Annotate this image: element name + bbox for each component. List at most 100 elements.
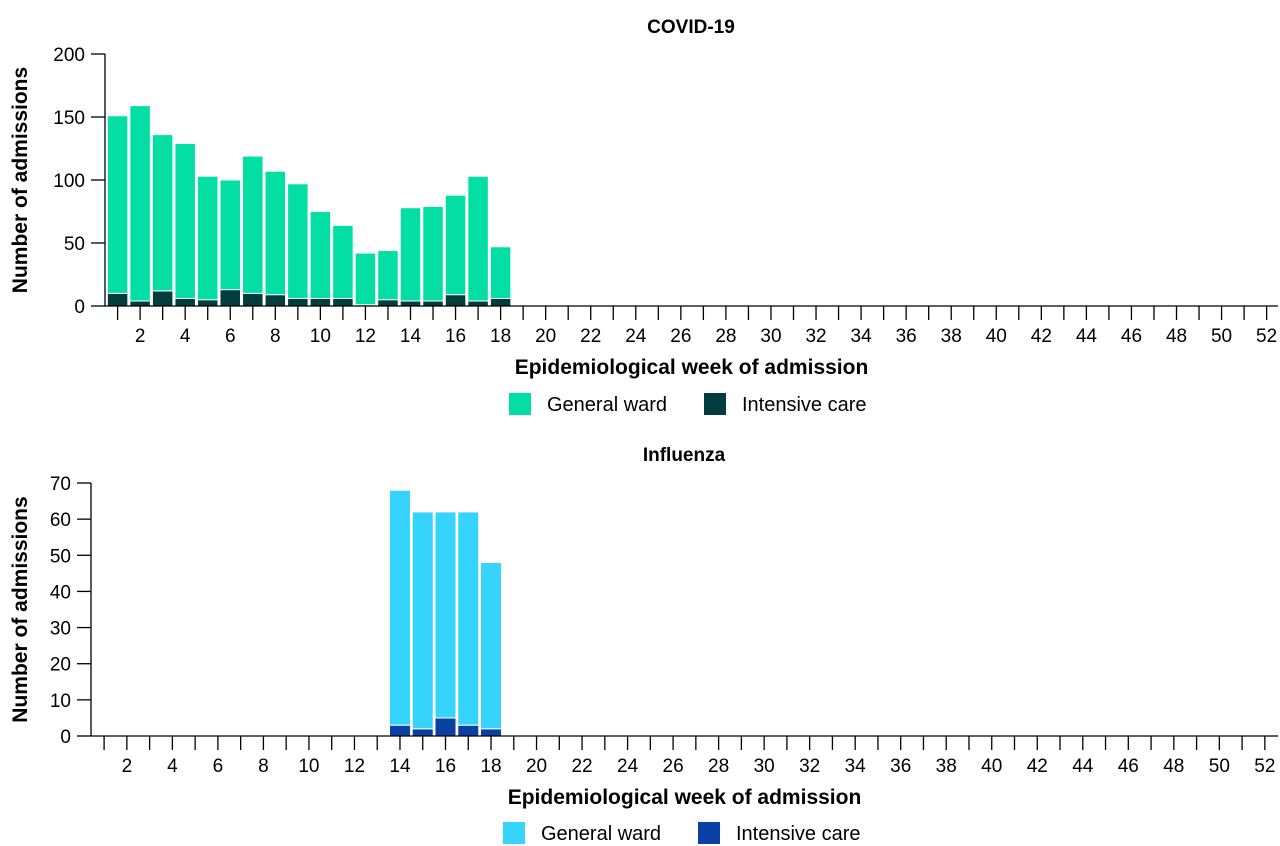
- legend-swatch-intensive-care: [704, 393, 726, 415]
- bar-general-ward-week-1: [106, 115, 129, 294]
- x-tick-label: 20: [535, 326, 556, 347]
- y-tick-label: 50: [64, 234, 85, 255]
- legend-swatch-general-ward: [503, 822, 525, 844]
- x-tick-label: 16: [435, 756, 456, 777]
- x-tick-label: 38: [941, 326, 962, 347]
- x-tick-label: 6: [225, 326, 236, 347]
- bars: [388, 489, 503, 737]
- x-tick-label: 30: [754, 756, 775, 777]
- x-tick-label: 22: [571, 756, 592, 777]
- legend-label-general-ward: General ward: [547, 394, 667, 416]
- x-axis-title: Epidemiological week of admission: [515, 356, 869, 379]
- bar-general-ward-week-12: [354, 252, 377, 306]
- x-tick-label: 26: [663, 756, 684, 777]
- x-tick-label: 20: [526, 756, 547, 777]
- bar-intensive-care-week-4: [174, 297, 196, 307]
- bar-general-ward-week-14: [399, 207, 422, 302]
- y-tick-label: 60: [50, 510, 71, 531]
- x-tick-label: 28: [715, 326, 736, 347]
- bar-intensive-care-week-2: [129, 300, 151, 307]
- bar-intensive-care-week-14: [388, 724, 411, 737]
- bar-intensive-care-week-8: [264, 294, 287, 307]
- bar-intensive-care-week-18: [489, 297, 512, 307]
- y-tick-label: 150: [53, 108, 85, 129]
- bar-intensive-care-week-18: [480, 728, 503, 737]
- x-tick-label: 12: [355, 326, 376, 347]
- bar-intensive-care-week-14: [399, 300, 422, 307]
- x-tick-label: 36: [890, 756, 911, 777]
- y-tick-label: 30: [50, 619, 71, 640]
- x-tick-label: 32: [799, 756, 820, 777]
- x-tick-label: 24: [617, 756, 639, 777]
- x-tick-label: 50: [1211, 326, 1232, 347]
- bar-intensive-care-week-9: [287, 297, 309, 307]
- x-tick-label: 22: [580, 326, 601, 347]
- x-tick-label: 10: [310, 326, 331, 347]
- y-axis-title: Number of admissions: [9, 496, 32, 722]
- bar-general-ward-week-17: [467, 175, 489, 302]
- x-tick-label: 48: [1163, 756, 1184, 777]
- bar-general-ward-week-16: [434, 511, 457, 719]
- bar-general-ward-week-14: [388, 489, 411, 726]
- x-tick-label: 36: [896, 326, 917, 347]
- bar-general-ward-week-13: [377, 250, 399, 301]
- x-tick-label: 6: [213, 756, 224, 777]
- bar-general-ward-week-18: [489, 246, 512, 299]
- bar-general-ward-week-4: [174, 142, 196, 299]
- x-tick-label: 26: [670, 326, 691, 347]
- y-tick-label: 40: [50, 582, 71, 603]
- bar-general-ward-week-11: [332, 224, 354, 299]
- bar-general-ward-week-15: [422, 205, 444, 302]
- x-tick-label: 2: [135, 326, 146, 347]
- x-tick-label: 34: [845, 756, 867, 777]
- x-tick-label: 8: [258, 756, 269, 777]
- x-tick-label: 34: [851, 326, 873, 347]
- bar-general-ward-week-7: [242, 155, 264, 294]
- legend-label-general-ward: General ward: [541, 823, 661, 845]
- x-tick-label: 12: [344, 756, 365, 777]
- y-tick-label: 100: [53, 171, 85, 192]
- legend-swatch-general-ward: [509, 393, 531, 415]
- y-tick-label: 0: [60, 727, 71, 748]
- x-tick-label: 16: [445, 326, 466, 347]
- bar-intensive-care-week-1: [106, 292, 129, 307]
- x-tick-label: 40: [981, 756, 1002, 777]
- y-tick-label: 50: [50, 546, 71, 567]
- y-tick-label: 70: [50, 474, 71, 495]
- bar-intensive-care-week-13: [377, 299, 399, 307]
- chart-title: Influenza: [643, 445, 726, 466]
- x-tick-label: 32: [805, 326, 826, 347]
- bar-general-ward-week-16: [444, 194, 467, 296]
- legend: General ward Intensive care: [509, 393, 867, 416]
- bar-general-ward-week-2: [129, 105, 151, 302]
- x-tick-label: 44: [1076, 326, 1098, 347]
- y-tick-label: 0: [74, 297, 85, 318]
- bar-intensive-care-week-17: [457, 724, 480, 737]
- chart-title: COVID-19: [647, 17, 735, 38]
- x-tick-label: 8: [270, 326, 281, 347]
- bar-intensive-care-week-15: [422, 300, 444, 307]
- y-tick-label: 20: [50, 655, 71, 676]
- y-tick-label: 200: [53, 45, 85, 66]
- bar-general-ward-week-8: [264, 170, 287, 296]
- bar-general-ward-week-9: [287, 183, 309, 299]
- bar-general-ward-week-17: [457, 511, 480, 726]
- x-tick-label: 2: [122, 756, 133, 777]
- x-tick-label: 46: [1118, 756, 1139, 777]
- legend-swatch-intensive-care: [698, 822, 720, 844]
- bar-intensive-care-week-10: [309, 297, 332, 307]
- x-tick-label: 18: [480, 756, 501, 777]
- x-tick-label: 50: [1209, 756, 1230, 777]
- x-tick-label: 4: [180, 326, 191, 347]
- bar-general-ward-week-10: [309, 211, 332, 299]
- bar-intensive-care-week-6: [219, 289, 241, 307]
- x-tick-label: 4: [167, 756, 178, 777]
- bar-intensive-care-week-3: [151, 290, 174, 307]
- bar-general-ward-week-15: [411, 511, 434, 730]
- bar-general-ward-week-5: [196, 175, 219, 301]
- x-tick-label: 40: [986, 326, 1007, 347]
- bar-intensive-care-week-16: [444, 294, 467, 307]
- x-tick-label: 44: [1072, 756, 1094, 777]
